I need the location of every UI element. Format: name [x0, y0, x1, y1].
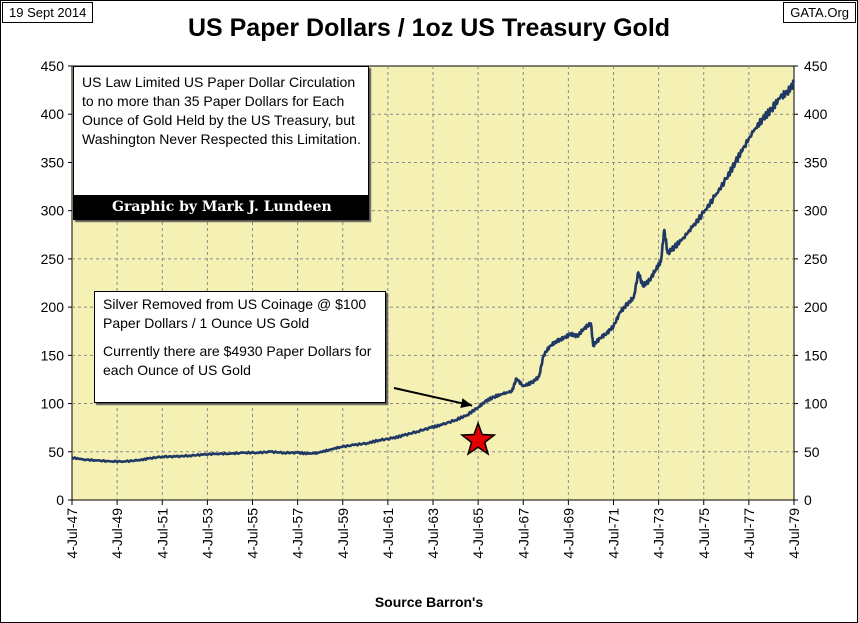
y-tick-label-left: 200	[41, 299, 65, 315]
y-tick-label-right: 300	[804, 203, 828, 219]
y-tick-label-right: 250	[804, 251, 828, 267]
y-tick-label-left: 250	[41, 251, 65, 267]
x-tick-label: 4-Jul-59	[335, 508, 351, 559]
current-ratio-text: Currently there are $4930 Paper Dollars …	[103, 343, 372, 378]
x-tick-label: 4-Jul-69	[560, 508, 576, 559]
y-tick-label-right: 400	[804, 106, 828, 122]
x-tick-label: 4-Jul-65	[470, 508, 486, 559]
y-tick-label-right: 450	[804, 58, 828, 74]
y-tick-label-right: 150	[804, 347, 828, 363]
y-tick-label-left: 350	[41, 154, 65, 170]
y-tick-label-left: 100	[41, 396, 65, 412]
graphic-credit: Graphic by Mark J. Lundeen	[74, 195, 368, 219]
y-tick-label-right: 0	[804, 492, 812, 508]
x-tick-label: 4-Jul-55	[245, 508, 261, 559]
x-tick-label: 4-Jul-53	[199, 508, 215, 559]
x-tick-label: 4-Jul-79	[786, 508, 802, 559]
y-tick-label-right: 100	[804, 396, 828, 412]
arrow-head	[460, 398, 473, 408]
y-tick-label-left: 150	[41, 347, 65, 363]
y-tick-label-left: 450	[41, 58, 65, 74]
series-line	[71, 79, 796, 464]
x-tick-label: 4-Jul-57	[290, 508, 306, 559]
y-tick-label-left: 300	[41, 203, 65, 219]
silver-removed-note: Silver Removed from US Coinage @ $100 Pa…	[94, 291, 386, 403]
source-label: GATA.Org	[783, 2, 856, 23]
x-axis-title: Source Barron's	[374, 594, 484, 610]
silver-removed-text: Silver Removed from US Coinage @ $100 Pa…	[103, 296, 367, 331]
x-tick-label: 4-Jul-51	[154, 508, 170, 559]
y-tick-label-right: 350	[804, 154, 828, 170]
chart-title: US Paper Dollars / 1oz US Treasury Gold	[187, 14, 671, 42]
arrow-line	[393, 387, 473, 407]
annotation-layer	[393, 387, 497, 456]
x-tick-label: 4-Jul-73	[651, 508, 667, 559]
y-tick-label-left: 0	[56, 492, 64, 508]
x-tick-label: 4-Jul-67	[515, 508, 531, 559]
x-tick-label: 4-Jul-77	[741, 508, 757, 559]
x-tick-label: 4-Jul-61	[380, 508, 396, 559]
date-label: 19 Sept 2014	[2, 2, 94, 23]
y-tick-label-left: 400	[41, 106, 65, 122]
y-tick-label-left: 50	[48, 444, 64, 460]
x-tick-label: 4-Jul-63	[425, 508, 441, 559]
axes: 0 0 50 50 100 100 150 150 200 200 250 250 300 300 350 3…	[41, 58, 828, 559]
series-layer	[71, 79, 796, 464]
x-tick-label: 4-Jul-49	[109, 508, 125, 559]
y-tick-label-right: 200	[804, 299, 828, 315]
star-marker	[459, 421, 497, 456]
x-tick-label: 4-Jul-75	[696, 508, 712, 559]
law-limit-text: US Law Limited US Paper Dollar Circulati…	[82, 74, 361, 147]
y-tick-label-right: 50	[804, 444, 820, 460]
x-tick-label: 4-Jul-71	[606, 508, 622, 559]
law-limit-note: US Law Limited US Paper Dollar Circulati…	[73, 66, 369, 220]
x-tick-label: 4-Jul-47	[64, 508, 80, 559]
